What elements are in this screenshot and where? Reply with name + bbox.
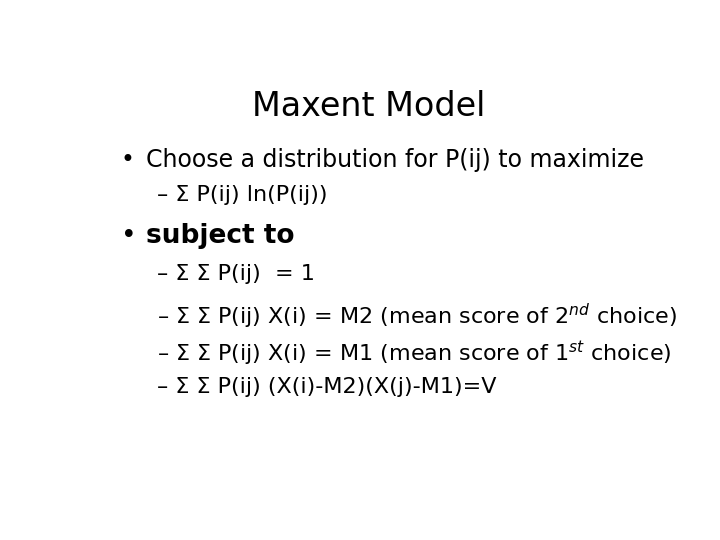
Text: Choose a distribution for P(ij) to maximize: Choose a distribution for P(ij) to maxim… — [145, 148, 644, 172]
Text: – Σ Σ P(ij)  = 1: – Σ Σ P(ij) = 1 — [157, 265, 315, 285]
Text: Maxent Model: Maxent Model — [252, 90, 486, 123]
Text: – Σ Σ P(ij) (X(i)-M2)(X(j)-M1)=V: – Σ Σ P(ij) (X(i)-M2)(X(j)-M1)=V — [157, 377, 497, 397]
Text: •: • — [121, 148, 135, 172]
Text: – Σ P(ij) ln(P(ij)): – Σ P(ij) ln(P(ij)) — [157, 185, 328, 205]
Text: •: • — [121, 223, 136, 249]
Text: – Σ Σ P(ij) X(i) = M2 (mean score of 2$^{nd}$ choice): – Σ Σ P(ij) X(i) = M2 (mean score of 2$^… — [157, 302, 677, 331]
Text: – Σ Σ P(ij) X(i) = M1 (mean score of 1$^{st}$ choice): – Σ Σ P(ij) X(i) = M1 (mean score of 1$^… — [157, 339, 671, 368]
Text: subject to: subject to — [145, 223, 294, 249]
